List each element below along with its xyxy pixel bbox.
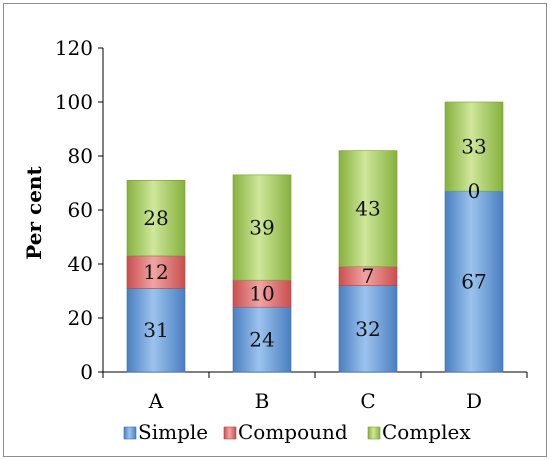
- data-label: 10: [249, 282, 274, 306]
- y-tick-label: 20: [68, 306, 93, 330]
- legend-label: Simple: [138, 420, 208, 444]
- bar-segment-complex: [232, 174, 292, 281]
- y-tick-label: 120: [55, 36, 93, 60]
- legend-swatch-simple: [123, 426, 137, 440]
- y-tick-label: 0: [80, 360, 93, 384]
- y-axis-label: Per cent: [22, 166, 46, 260]
- bar-segment-simple: [126, 287, 186, 373]
- data-label: 67: [461, 270, 486, 294]
- y-tick-label: 40: [68, 252, 93, 276]
- data-label: 31: [143, 318, 168, 342]
- legend-label: Compound: [238, 420, 348, 444]
- y-tick-label: 80: [68, 144, 93, 168]
- data-labels: 31 12 28 24 10 39 32 7 43 67 0 33: [143, 135, 486, 352]
- bars: [126, 101, 504, 373]
- bar-segment-simple: [444, 190, 504, 373]
- y-tick-label: 100: [55, 90, 93, 114]
- bar-segment-compound: [126, 255, 186, 289]
- bar-segment-compound: [232, 279, 292, 308]
- data-label: 32: [355, 317, 380, 341]
- data-label: 39: [249, 216, 274, 240]
- bar-segment-complex: [338, 150, 398, 268]
- x-tick-label: A: [148, 389, 164, 413]
- data-label: 0: [468, 179, 481, 203]
- data-label: 24: [249, 328, 274, 352]
- y-tick-label: 60: [68, 198, 93, 222]
- bar-segment-complex: [444, 101, 504, 192]
- data-label: 33: [461, 135, 486, 159]
- legend-swatch-complex: [367, 426, 381, 440]
- x-tick-label: B: [255, 389, 270, 413]
- legend-label: Complex: [382, 420, 471, 444]
- data-label: 28: [143, 206, 168, 230]
- x-tick-label: D: [466, 389, 482, 413]
- bar-segment-simple: [232, 306, 292, 373]
- data-label: 43: [355, 197, 380, 221]
- data-label: 12: [143, 260, 168, 284]
- bar-segment-complex: [126, 180, 186, 257]
- data-label: 7: [362, 264, 375, 288]
- x-tick-label: C: [360, 389, 375, 413]
- legend-swatch-compound: [223, 426, 237, 440]
- legend: Simple Compound Complex: [123, 420, 471, 444]
